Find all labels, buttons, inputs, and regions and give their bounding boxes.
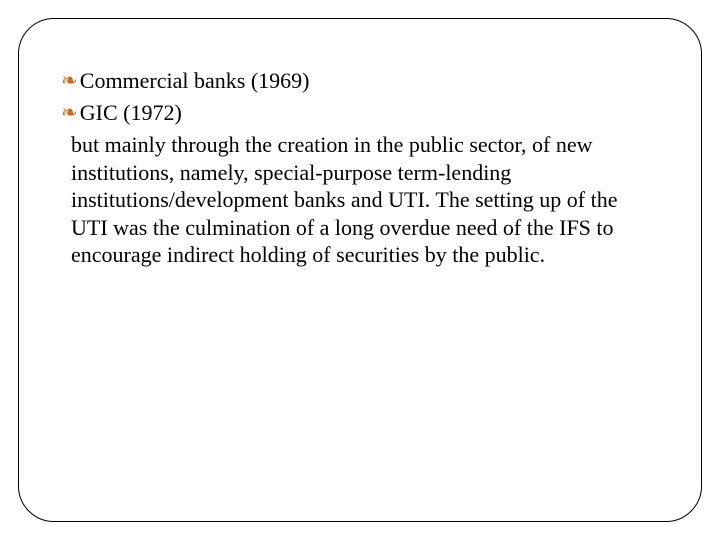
- slide-frame: ❧ Commercial banks (1969) ❧ GIC (1972) b…: [18, 18, 702, 522]
- bullet-item: ❧ GIC (1972): [61, 99, 659, 127]
- slide-content: ❧ Commercial banks (1969) ❧ GIC (1972) b…: [61, 67, 659, 269]
- bullet-text: Commercial banks (1969): [80, 67, 659, 95]
- bullet-text: GIC (1972): [80, 99, 659, 127]
- bullet-glyph-icon: ❧: [61, 99, 78, 127]
- slide: ❧ Commercial banks (1969) ❧ GIC (1972) b…: [0, 0, 720, 540]
- bullet-item: ❧ Commercial banks (1969): [61, 67, 659, 95]
- bullet-glyph-icon: ❧: [61, 67, 78, 95]
- body-paragraph: but mainly through the creation in the p…: [61, 131, 659, 269]
